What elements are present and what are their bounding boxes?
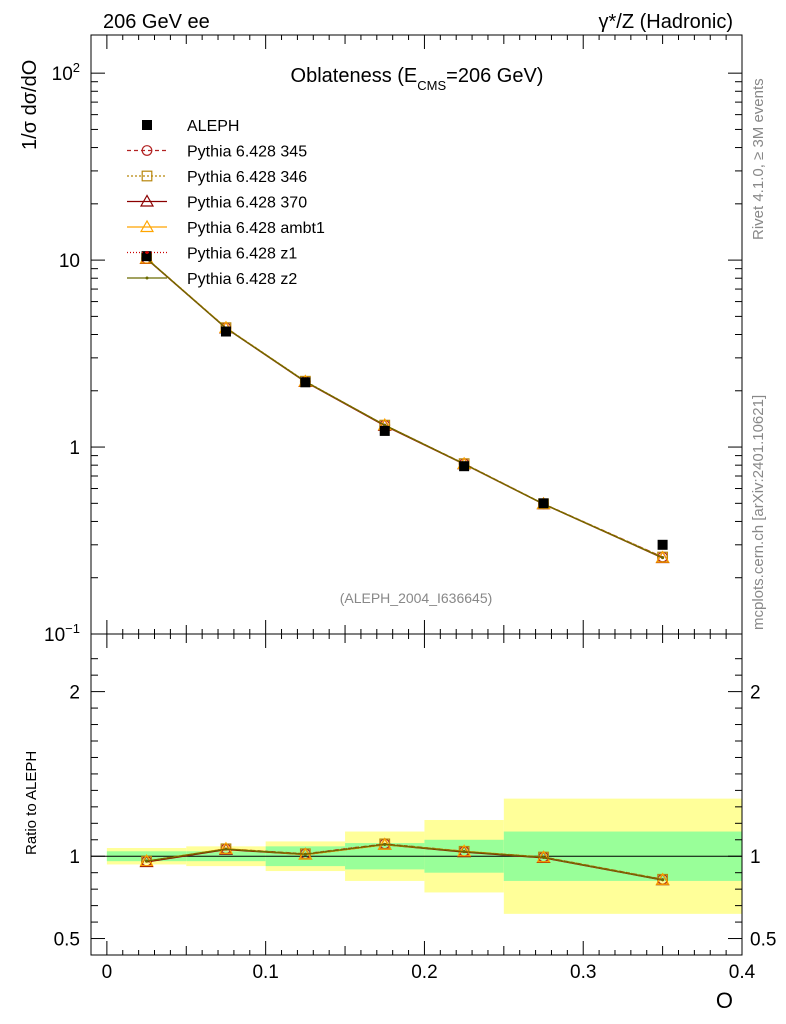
data-point	[141, 251, 152, 262]
series-line	[146, 258, 663, 559]
analysis-id: (ALEPH_2004_I636645)	[340, 590, 493, 606]
ratio-tick-label-right: 0.5	[750, 930, 776, 951]
title-sub: CMS	[417, 78, 446, 93]
data-point	[657, 539, 668, 550]
ratio-lines	[91, 837, 742, 886]
y-tick-label-exp: 102	[52, 60, 80, 85]
header-left: 206 GeV ee	[103, 11, 210, 33]
y-tick-label-exp: 10−1	[44, 621, 80, 646]
ratio-tick-label: 1	[69, 847, 80, 868]
rivet-label: Rivet 4.1.0, ≥ 3M events	[750, 78, 767, 240]
marker-dot	[542, 855, 546, 859]
x-tick-label: 0.2	[411, 962, 437, 983]
x-tick-label: 0	[102, 962, 113, 983]
axes: 0 0.1 0.2 0.3 0.4 10 1 102 10−1 2 2 1 1 0.5 0.5	[44, 34, 776, 983]
legend-label: ALEPH	[187, 118, 239, 135]
ratio-tick-label: 2	[69, 683, 80, 704]
x-tick-label: 0.3	[570, 962, 596, 983]
legend: ALEPH Pythia 6.428 345 Pythia 6.428 346 Pyt…	[127, 118, 325, 288]
title-main: Oblateness (E	[291, 65, 418, 87]
marker-dot	[383, 423, 387, 427]
x-axis-label: O	[716, 988, 733, 1013]
marker-dot	[145, 859, 149, 863]
series-line	[146, 258, 663, 559]
marker-dot	[462, 850, 466, 854]
chart-title: Oblateness (ECMS=206 GeV)	[291, 65, 544, 93]
main-lines	[139, 251, 670, 564]
data-points	[141, 251, 668, 550]
marker-dot	[661, 878, 665, 882]
marker-dot	[145, 276, 149, 280]
data-point	[538, 498, 549, 509]
marker-triangle	[139, 194, 155, 207]
legend-label: Pythia 6.428 z1	[187, 246, 297, 263]
marker-square	[141, 170, 153, 182]
marker-circle	[141, 145, 153, 156]
data-point	[459, 461, 470, 472]
legend-label: Pythia 6.428 346	[187, 169, 307, 186]
ratio-tick-label-right: 2	[750, 683, 761, 704]
data-point	[379, 425, 390, 436]
x-tick-label: 0.4	[729, 962, 756, 983]
title-end: =206 GeV)	[446, 65, 543, 87]
marker-dot	[661, 556, 665, 560]
mcplots-label: mcplots.cern.ch [arXiv:2401.10621]	[750, 395, 767, 630]
legend-label: Pythia 6.428 z2	[187, 271, 297, 288]
marker-triangle	[457, 844, 472, 857]
legend-label: Pythia 6.428 370	[187, 195, 307, 212]
legend-marker-data	[142, 120, 152, 130]
marker-triangle	[139, 219, 155, 233]
series-line	[146, 258, 663, 559]
series-line	[146, 258, 663, 559]
y-tick-label: 1	[69, 438, 80, 459]
data-point	[300, 377, 311, 388]
legend-label: Pythia 6.428 ambt1	[187, 220, 325, 237]
marker-dot	[383, 842, 387, 846]
header-right: γ*/Z (Hadronic)	[599, 11, 733, 33]
legend-label: Pythia 6.428 345	[187, 144, 307, 161]
marker-triangle	[218, 841, 233, 854]
ratio-frame	[90, 633, 743, 956]
series-line	[146, 258, 663, 558]
ratio-tick-label-right: 1	[750, 847, 761, 868]
data-point	[220, 326, 231, 337]
marker-dot	[224, 847, 228, 851]
y-tick-label: 10	[59, 251, 80, 272]
marker-dot	[145, 251, 149, 254]
y-axis-label: 1/σ dσ/dO	[19, 60, 41, 150]
x-tick-label: 0.1	[252, 962, 278, 983]
marker-dot	[303, 852, 307, 856]
ratio-tick-label: 0.5	[54, 930, 80, 951]
series-line	[146, 258, 663, 558]
marker-triangle	[377, 837, 392, 850]
ratio-y-axis-label: Ratio to ALEPH	[23, 751, 40, 855]
